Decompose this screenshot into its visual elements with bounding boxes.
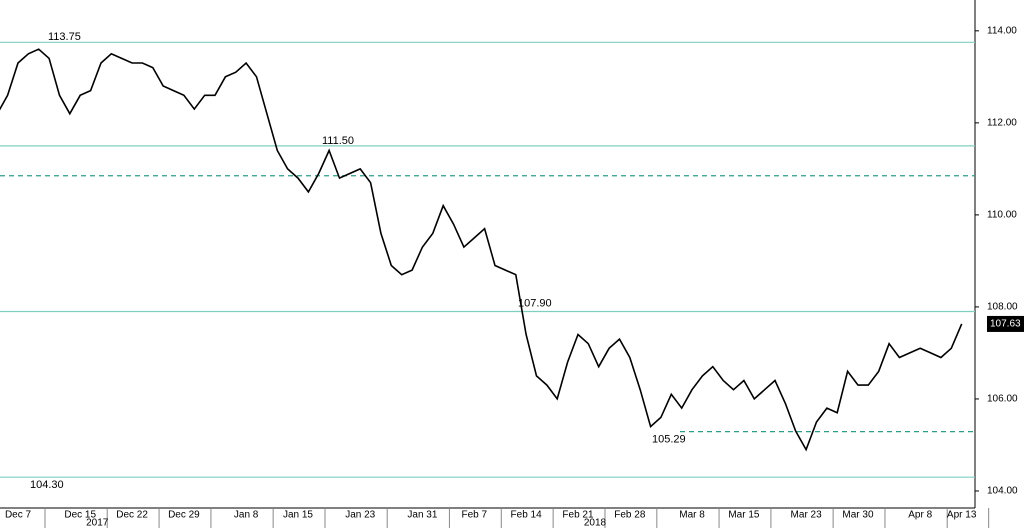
year-label: 2018 (584, 518, 607, 528)
y-tick-label: 110.00 (987, 210, 1017, 221)
x-tick-label: Mar 23 (791, 510, 823, 521)
x-tick-label: Jan 15 (283, 510, 313, 521)
x-tick-label: Jan 31 (407, 510, 437, 521)
year-label: 2017 (86, 518, 109, 528)
price-line (0, 48, 963, 452)
reference-label: 105.29 (652, 434, 686, 446)
x-tick-label: Mar 30 (842, 510, 874, 521)
x-tick-label: Apr 13 (947, 510, 977, 521)
reference-label: 111.50 (322, 135, 354, 147)
x-tick-label: Feb 14 (511, 510, 543, 521)
y-tick-label: 106.00 (987, 394, 1018, 405)
x-tick-label: Jan 23 (345, 510, 375, 521)
y-tick-label: 104.00 (987, 486, 1018, 497)
x-tick-label: Dec 29 (168, 510, 200, 521)
x-tick-label: Jan 8 (234, 510, 259, 521)
x-tick-label: Dec 7 (5, 510, 32, 521)
x-tick-label: Apr 8 (908, 510, 932, 521)
x-tick-label: Feb 28 (614, 510, 646, 521)
y-tick-label: 108.00 (987, 302, 1018, 313)
x-tick-label: Feb 21 (562, 510, 594, 521)
x-tick-label: Mar 8 (679, 510, 705, 521)
x-tick-label: Dec 15 (64, 510, 96, 521)
y-tick-label: 112.00 (987, 117, 1017, 128)
reference-label: 113.75 (48, 31, 81, 43)
last-price-label: 107.63 (990, 319, 1021, 330)
x-tick-label: Feb 7 (461, 510, 487, 521)
x-tick-label: Dec 22 (116, 510, 148, 521)
y-tick-label: 114.00 (987, 25, 1017, 36)
x-tick-label: Mar 15 (728, 510, 760, 521)
reference-label: 104.30 (30, 479, 64, 491)
last-price-tag (987, 315, 1024, 332)
reference-label: 107.90 (518, 297, 552, 309)
